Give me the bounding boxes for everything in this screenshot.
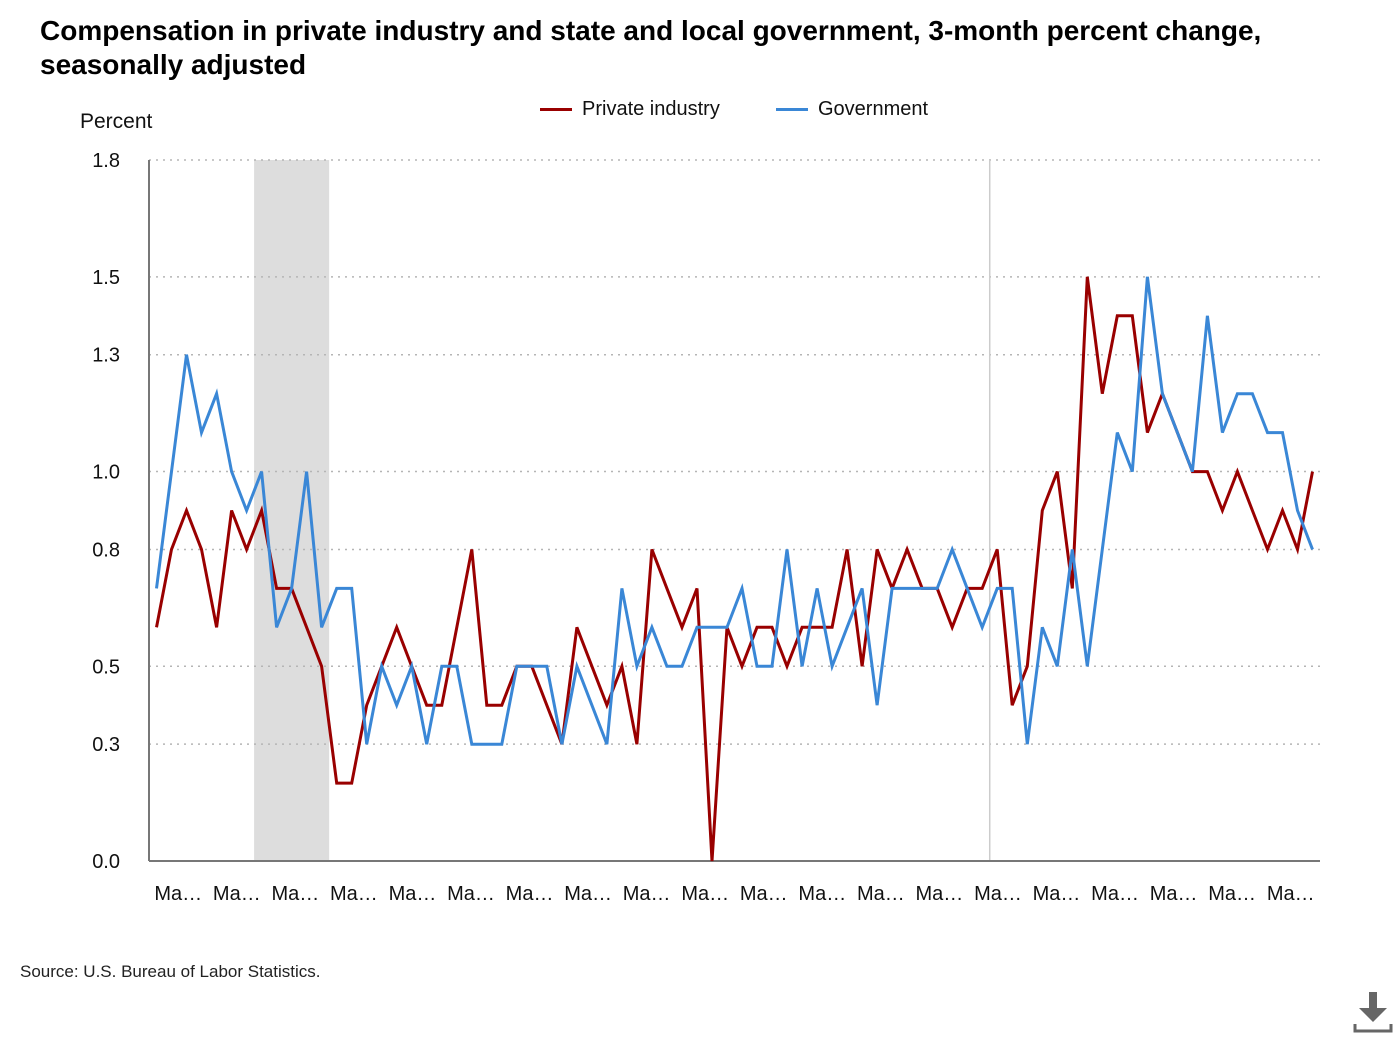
y-tick-label: 0.8	[92, 539, 120, 561]
y-tick-label: 1.3	[92, 345, 120, 367]
download-icon[interactable]	[1352, 990, 1394, 1034]
chart-legend: Private industry Government	[0, 98, 1400, 128]
x-tick-label: Ma…	[271, 883, 319, 905]
x-tick-label: Ma…	[623, 883, 671, 905]
legend-swatch-private-industry	[540, 108, 572, 111]
y-tick-label: 1.5	[92, 267, 120, 289]
y-tick-label: 1.0	[92, 462, 120, 484]
legend-item-government[interactable]: Government	[776, 98, 928, 121]
y-axis-label: Percent	[80, 110, 153, 133]
y-tick-label: 0.0	[92, 851, 120, 873]
x-tick-label: Ma…	[330, 883, 378, 905]
source-note: Source: U.S. Bureau of Labor Statistics.	[20, 962, 321, 981]
chart-title: Compensation in private industry and sta…	[40, 15, 1262, 80]
x-tick-label: Ma…	[389, 883, 437, 905]
x-tick-label: Ma…	[681, 883, 729, 905]
x-tick-label: Ma…	[506, 883, 554, 905]
y-tick-label: 0.5	[92, 656, 120, 678]
legend-label-private-industry: Private industry	[582, 98, 720, 120]
legend-label-government: Government	[818, 98, 929, 120]
legend-item-private-industry[interactable]: Private industry	[540, 98, 720, 121]
x-tick-label: Ma…	[974, 883, 1022, 905]
x-tick-label: Ma…	[740, 883, 788, 905]
y-tick-label: 0.3	[92, 734, 120, 756]
legend-swatch-government	[776, 108, 808, 111]
x-tick-label: Ma…	[447, 883, 495, 905]
series-line-government[interactable]	[155, 276, 1314, 746]
x-tick-label: Ma…	[1208, 883, 1256, 905]
series-line-private-industry[interactable]	[155, 276, 1314, 862]
x-tick-label: Ma…	[1150, 883, 1198, 905]
x-tick-label: Ma…	[916, 883, 964, 905]
x-tick-label: Ma…	[213, 883, 261, 905]
x-tick-label: Ma…	[798, 883, 846, 905]
x-tick-label: Ma…	[1033, 883, 1081, 905]
x-tick-label: Ma…	[1267, 883, 1315, 905]
y-tick-label: 1.8	[92, 150, 120, 172]
x-tick-label: Ma…	[154, 883, 202, 905]
x-tick-label: Ma…	[1091, 883, 1139, 905]
x-tick-label: Ma…	[564, 883, 612, 905]
x-tick-label: Ma…	[857, 883, 905, 905]
